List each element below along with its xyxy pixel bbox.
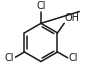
Text: OH: OH (65, 13, 80, 23)
Text: Cl: Cl (68, 53, 78, 63)
Text: Cl: Cl (4, 53, 13, 63)
Text: Cl: Cl (36, 1, 46, 11)
